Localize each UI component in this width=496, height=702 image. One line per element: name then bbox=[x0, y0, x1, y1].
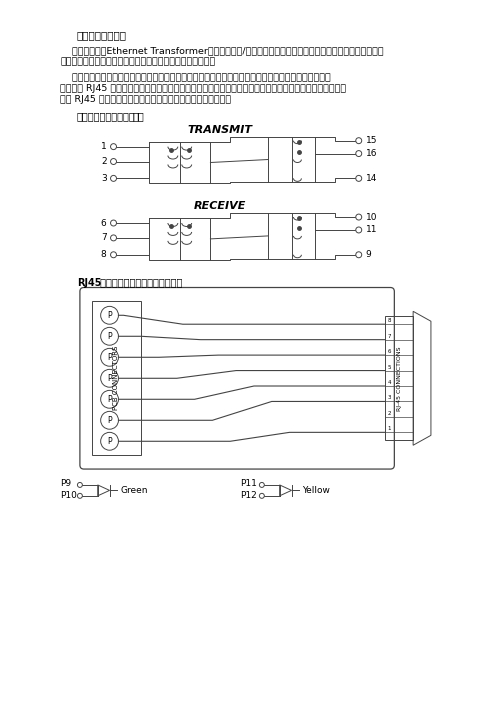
Text: P: P bbox=[107, 332, 112, 340]
Text: TRANSMIT: TRANSMIT bbox=[188, 125, 253, 135]
Text: P10: P10 bbox=[60, 491, 77, 501]
Circle shape bbox=[356, 176, 362, 181]
Text: P: P bbox=[107, 437, 112, 446]
Text: 输出，经 RJ45 型转接头，再通过非屏蔽双绞线送往服务器；服务器送来的下行数据信号经另一对非屏蔽双绞: 输出，经 RJ45 型转接头，再通过非屏蔽双绞线送往服务器；服务器送来的下行数据… bbox=[60, 84, 346, 93]
Text: 1: 1 bbox=[101, 142, 107, 151]
Circle shape bbox=[259, 482, 264, 487]
Text: 6: 6 bbox=[387, 349, 391, 354]
Text: P11: P11 bbox=[240, 479, 257, 489]
Text: 8: 8 bbox=[387, 318, 391, 323]
Text: 9: 9 bbox=[366, 251, 372, 259]
Circle shape bbox=[111, 176, 117, 181]
Text: 有：: 有： bbox=[132, 111, 144, 121]
Circle shape bbox=[259, 494, 264, 498]
Text: 10: 10 bbox=[366, 213, 377, 222]
Text: RJ-45 CONNECTIONS: RJ-45 CONNECTIONS bbox=[397, 346, 402, 411]
Text: 11: 11 bbox=[366, 225, 377, 234]
Text: 它主要包含中间抽头电容、变压器、自耦变压器、共模电感。: 它主要包含中间抽头电容、变压器、自耦变压器、共模电感。 bbox=[60, 58, 215, 67]
Circle shape bbox=[356, 151, 362, 157]
Circle shape bbox=[111, 235, 117, 241]
Text: P: P bbox=[107, 311, 112, 320]
Circle shape bbox=[111, 144, 117, 150]
Text: 7: 7 bbox=[387, 333, 391, 338]
Text: 8: 8 bbox=[101, 251, 107, 259]
Text: 华强盛电子导读：: 华强盛电子导读： bbox=[77, 31, 127, 41]
Text: RECEIVE: RECEIVE bbox=[194, 201, 247, 211]
Circle shape bbox=[111, 159, 117, 164]
Circle shape bbox=[111, 220, 117, 226]
Text: 该变压器一般都安装在网卡的输入端附近。工作时，由收发端送出的上行数据信号从网络变压器进入，: 该变压器一般都安装在网卡的输入端附近。工作时，由收发端送出的上行数据信号从网络变… bbox=[60, 73, 331, 82]
Text: Green: Green bbox=[121, 486, 148, 495]
Text: P: P bbox=[107, 395, 112, 404]
Circle shape bbox=[356, 138, 362, 144]
Circle shape bbox=[77, 494, 82, 498]
Circle shape bbox=[356, 252, 362, 258]
Text: PCB CONNECTORS: PCB CONNECTORS bbox=[114, 346, 120, 411]
Circle shape bbox=[77, 482, 82, 487]
Text: 3: 3 bbox=[387, 395, 391, 400]
Text: P: P bbox=[107, 416, 112, 425]
Text: 16: 16 bbox=[366, 149, 377, 158]
Circle shape bbox=[111, 252, 117, 258]
Text: 线和 RJ45 型转接头，进入、输出，然后送到网卡的收发器上。: 线和 RJ45 型转接头，进入、输出，然后送到网卡的收发器上。 bbox=[60, 95, 231, 104]
Text: RJ45: RJ45 bbox=[77, 277, 102, 288]
Text: 3: 3 bbox=[101, 174, 107, 183]
Text: P: P bbox=[107, 373, 112, 383]
Text: 网络变压器的基本线路: 网络变压器的基本线路 bbox=[77, 111, 136, 121]
Text: 1: 1 bbox=[387, 426, 391, 431]
Text: 2: 2 bbox=[101, 157, 107, 166]
Text: 网络变压器（Ethernet Transformer，也称数据流/网络隔离变压器）模块是网卡电路中不可或缺的部分，: 网络变压器（Ethernet Transformer，也称数据流/网络隔离变压器… bbox=[60, 46, 384, 55]
Circle shape bbox=[356, 227, 362, 233]
Circle shape bbox=[356, 214, 362, 220]
Text: P9: P9 bbox=[60, 479, 71, 489]
Text: P: P bbox=[107, 353, 112, 362]
Text: 6: 6 bbox=[101, 218, 107, 227]
Text: 7: 7 bbox=[101, 233, 107, 242]
Bar bbox=[92, 301, 141, 455]
Text: 2: 2 bbox=[387, 411, 391, 416]
Text: P12: P12 bbox=[240, 491, 257, 501]
Text: Yellow: Yellow bbox=[303, 486, 330, 495]
Bar bbox=[385, 317, 413, 440]
Text: 4: 4 bbox=[387, 380, 391, 385]
Text: 不带滤波器的基本内部线路有：: 不带滤波器的基本内部线路有： bbox=[97, 277, 182, 288]
Text: 14: 14 bbox=[366, 174, 377, 183]
Text: 15: 15 bbox=[366, 136, 377, 145]
Text: 5: 5 bbox=[387, 364, 391, 369]
